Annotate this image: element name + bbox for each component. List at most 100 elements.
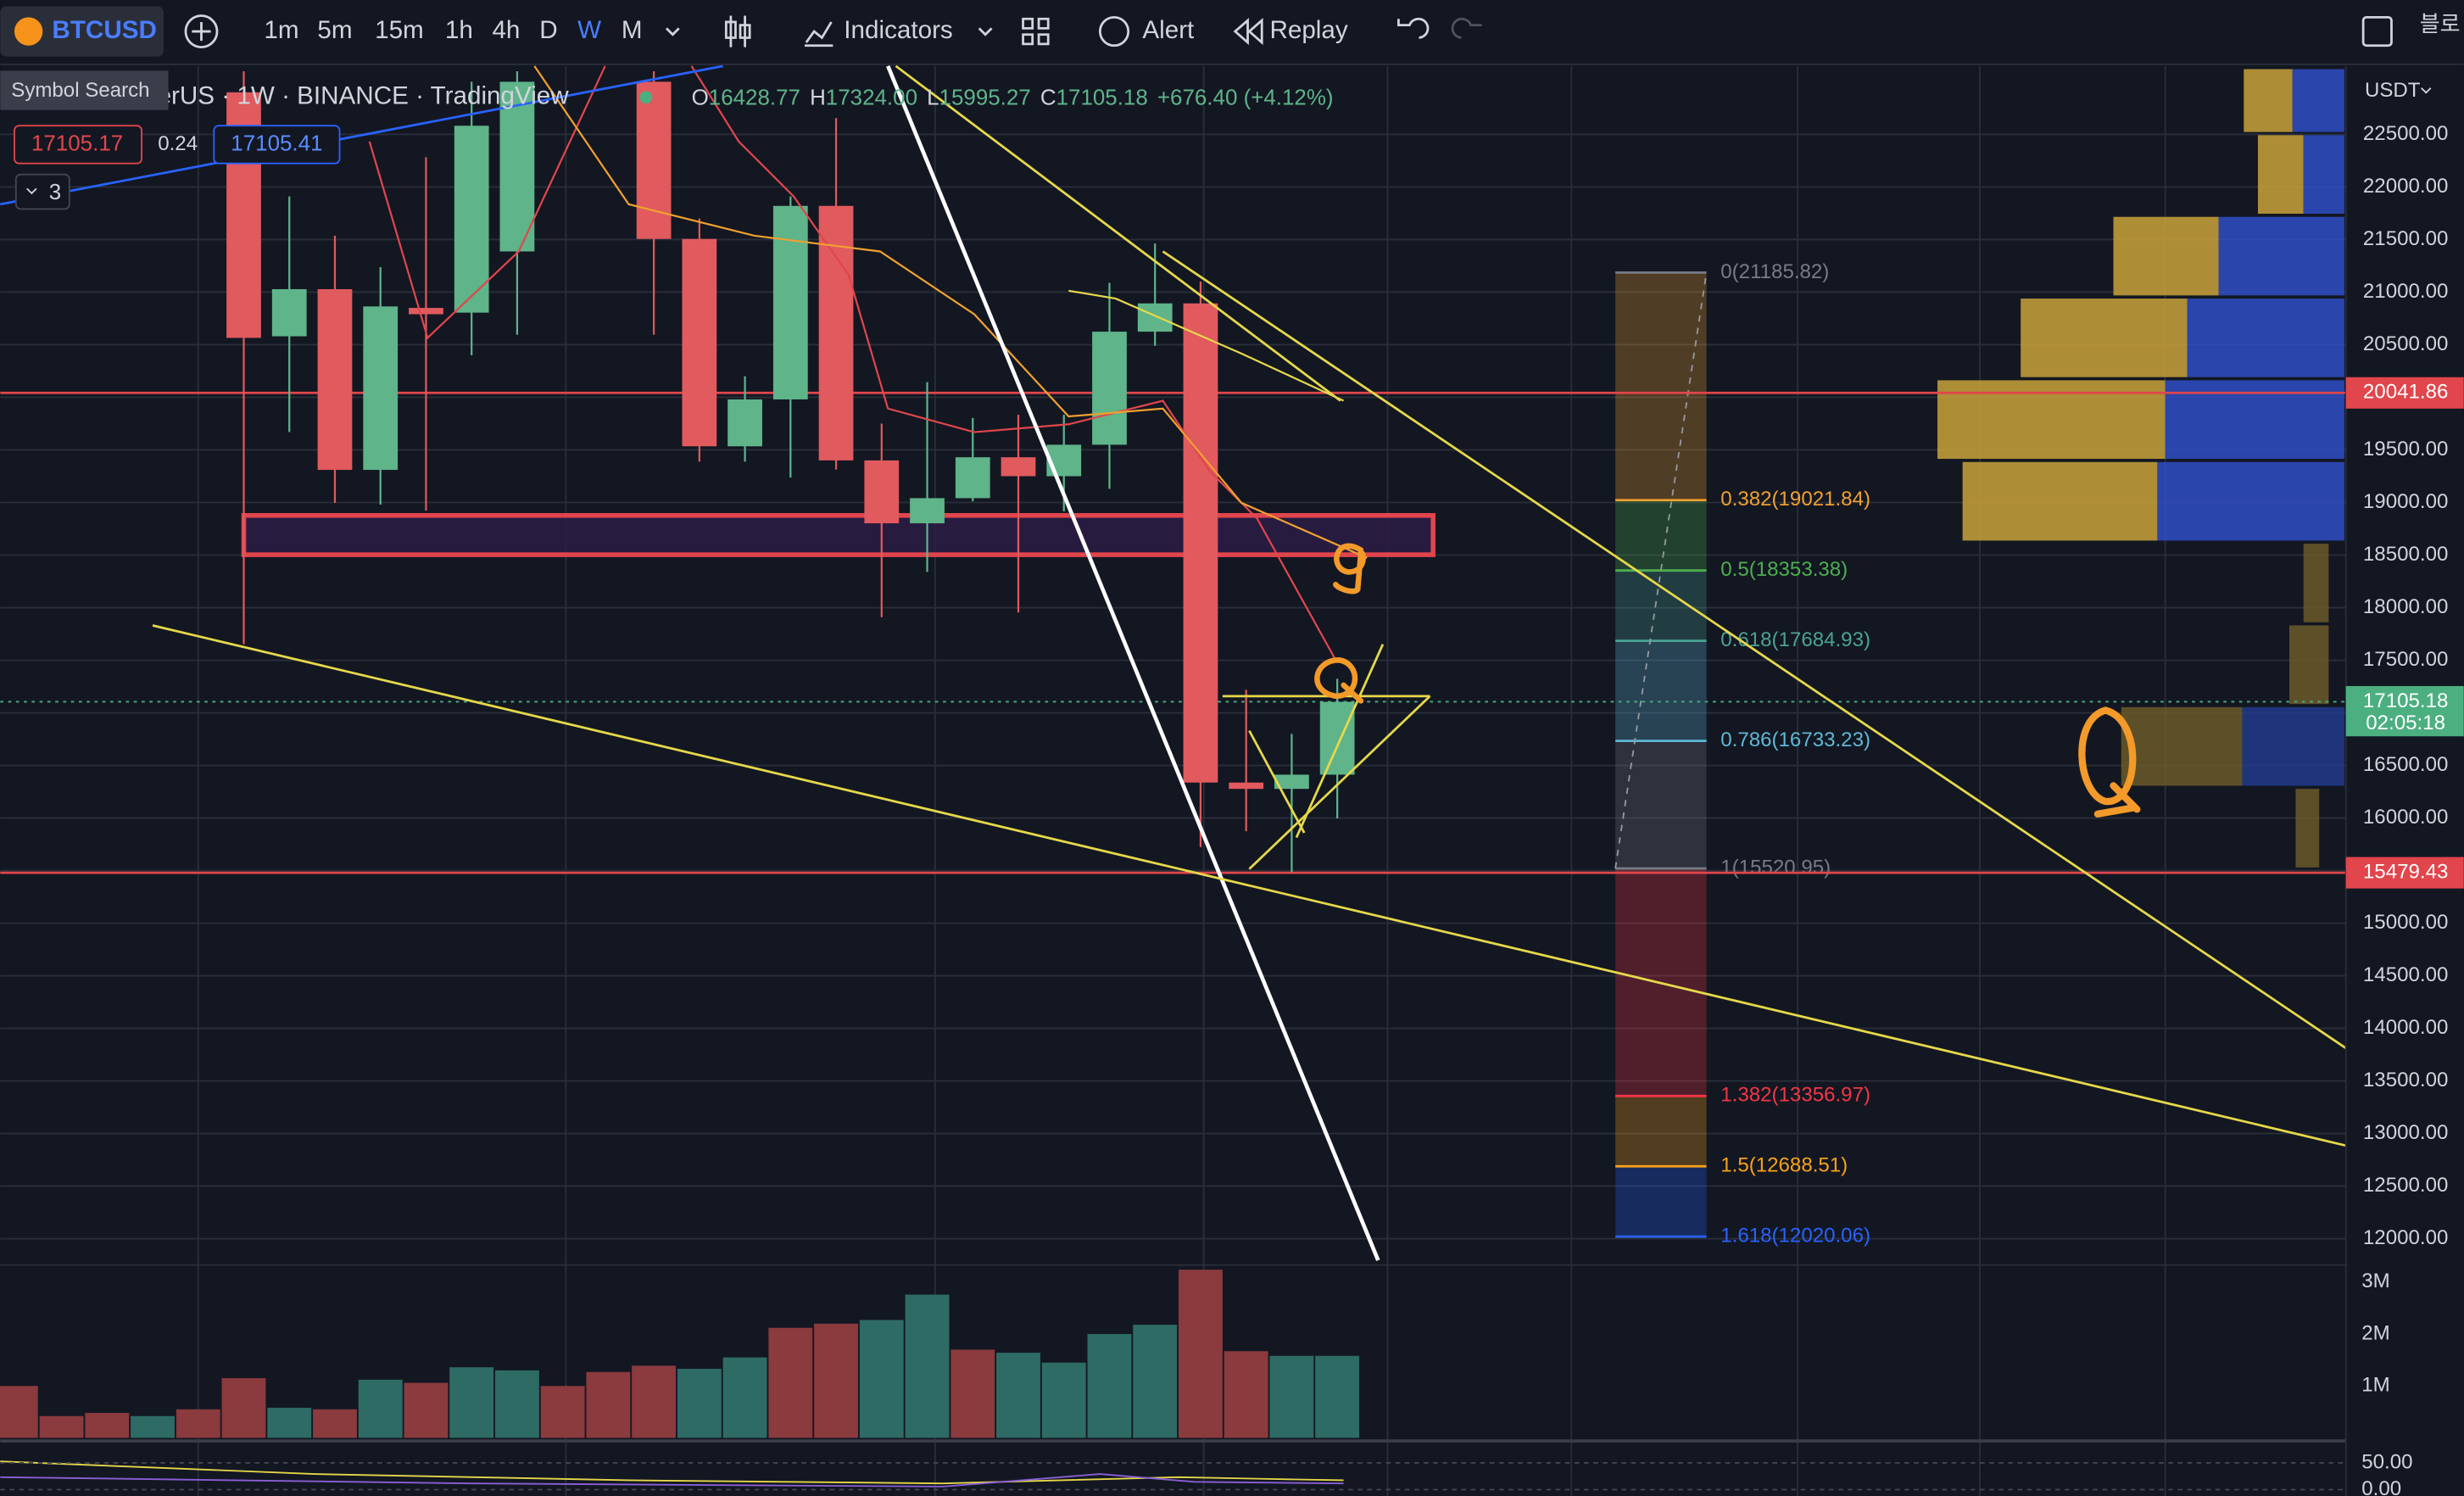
replay[interactable]: Replay xyxy=(1269,16,1347,44)
volume-bar xyxy=(905,1294,950,1438)
interval[interactable]: 15m xyxy=(375,16,424,44)
candle-body xyxy=(1319,701,1355,775)
interval-menu[interactable] xyxy=(665,27,680,36)
price-marker xyxy=(2345,377,2464,409)
layouts[interactable] xyxy=(1022,17,1050,46)
status-dot xyxy=(639,91,653,104)
price-tick-label: 12500.00 xyxy=(2363,1174,2448,1197)
interval[interactable]: 5m xyxy=(317,16,352,44)
profile-bar xyxy=(2303,135,2344,214)
price-axis-labels: 12000.00 12500.00 13000.00 13500.00 14000.00… xyxy=(2345,122,2464,1496)
interval[interactable]: D xyxy=(539,16,557,44)
price-tick-label: 13500.00 xyxy=(2363,1069,2448,1091)
chart-type[interactable] xyxy=(724,15,751,47)
redo[interactable] xyxy=(1451,17,1482,39)
candle-body xyxy=(1274,774,1309,790)
trend-line xyxy=(895,64,1341,402)
legend-title: erUS · 1W · BINANCE · TradingView xyxy=(158,82,570,110)
volume-bar xyxy=(131,1415,175,1438)
fib-band xyxy=(1615,1096,1707,1167)
ohlc: O16428.77 H17324.00 L15995.27 C17105.18 +676… xyxy=(692,87,1334,110)
fib-label: 0(21185.82) xyxy=(1720,260,1829,283)
oscillator-pane xyxy=(0,1460,2346,1491)
corner-label[interactable]: 블로 xyxy=(2420,12,2461,37)
volume-bar xyxy=(632,1365,677,1438)
volume-bar xyxy=(814,1323,858,1438)
volume-bar xyxy=(1133,1325,1178,1438)
candles xyxy=(226,71,1355,873)
bid-box[interactable] xyxy=(14,125,142,165)
volume-bar xyxy=(494,1370,539,1438)
volume-bar xyxy=(449,1367,494,1438)
candle-body xyxy=(955,457,990,499)
volume-bar xyxy=(540,1386,585,1438)
ask[interactable]: 17105.41 xyxy=(231,131,322,155)
fib-label: 0.382(19021.84) xyxy=(1720,488,1870,511)
undo[interactable] xyxy=(1397,17,1430,39)
price-marker-label: 17105.18 xyxy=(2363,689,2448,712)
symbol-button[interactable] xyxy=(0,6,164,57)
replay-icon xyxy=(1233,18,1263,46)
candle-body xyxy=(772,205,808,399)
indicators-menu[interactable] xyxy=(978,27,993,36)
fib-band xyxy=(1615,1166,1707,1237)
collapse-button[interactable] xyxy=(14,173,70,210)
collapse-count[interactable]: 3 xyxy=(49,181,61,204)
price-marker-label: 20041.86 xyxy=(2363,381,2448,404)
tooltip-text: Symbol Search xyxy=(11,79,149,102)
volume-bar xyxy=(1087,1334,1132,1438)
volume-bar xyxy=(267,1407,312,1438)
price-tick-label: 12000.00 xyxy=(2363,1226,2448,1249)
price-tick-label: 21000.00 xyxy=(2363,280,2448,303)
toolbar xyxy=(0,0,2464,64)
ohlc-key: O xyxy=(692,87,709,110)
ask-box[interactable] xyxy=(213,125,341,165)
profile-bar xyxy=(2113,216,2219,296)
symbol[interactable]: BTCUSD xyxy=(52,16,156,44)
interval[interactable]: 1h xyxy=(445,16,473,44)
price-marker xyxy=(2345,857,2464,889)
fullscreen[interactable] xyxy=(2361,15,2393,47)
price-tick-label: 14000.00 xyxy=(2363,1016,2448,1039)
profile-bar xyxy=(2218,216,2344,296)
fib-band xyxy=(1615,740,1707,868)
profile-bar xyxy=(2289,625,2329,705)
candle-body xyxy=(727,399,762,447)
candle-body xyxy=(1183,303,1218,783)
trend-line xyxy=(1162,250,2347,1050)
price-marker-label: 15479.43 xyxy=(2363,860,2448,883)
candle-body xyxy=(271,288,307,337)
volume-bar xyxy=(859,1320,904,1438)
volume-bar xyxy=(358,1379,403,1438)
fib-band xyxy=(1615,272,1707,500)
bid[interactable]: 17105.17 xyxy=(31,131,123,155)
add-symbol[interactable] xyxy=(184,14,219,48)
candle-body xyxy=(682,238,717,447)
grid xyxy=(0,65,2346,1496)
volume-bar xyxy=(1041,1362,1086,1438)
price-marker xyxy=(2345,685,2464,737)
indicators[interactable]: Indicators xyxy=(844,16,952,44)
interval[interactable]: W xyxy=(577,16,601,44)
volume-bar xyxy=(677,1369,722,1438)
ma-line xyxy=(368,65,606,340)
interval[interactable]: M xyxy=(622,16,643,44)
price-tick-label: 22500.00 xyxy=(2363,122,2448,145)
price-tick-label: 22000.00 xyxy=(2363,175,2448,198)
interval[interactable]: 1m xyxy=(264,16,298,44)
interval[interactable]: 4h xyxy=(492,16,520,44)
volume-bar xyxy=(1269,1355,1314,1438)
profile-bar xyxy=(2121,706,2243,786)
ma-line xyxy=(533,65,1368,559)
volume-bar xyxy=(1179,1270,1223,1438)
profile-bar xyxy=(2257,135,2304,214)
triangle-line xyxy=(1248,729,1306,834)
trend-line xyxy=(886,64,1380,1261)
symbol-icon xyxy=(14,17,43,46)
alert[interactable]: Alert xyxy=(1142,16,1195,44)
volume-pane xyxy=(0,1270,1360,1438)
currency-label[interactable]: USDT xyxy=(2365,79,2421,102)
annotation xyxy=(2078,706,2141,818)
osc-line xyxy=(0,1473,1344,1488)
ma-line xyxy=(690,65,1337,661)
